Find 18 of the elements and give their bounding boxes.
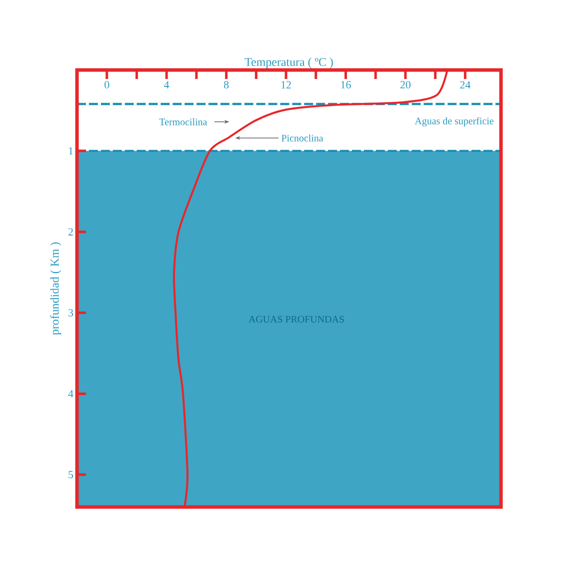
x-tick-label: 12 (282, 81, 291, 88)
x-tick-label: 4 (164, 81, 170, 88)
x-tick-label: 20 (400, 81, 411, 88)
x-tick-label: 16 (341, 81, 351, 88)
y-tick-label: 3 (68, 309, 74, 316)
y-axis-title: profundidad ( Km ) (50, 242, 62, 335)
annotation: Picnoclina (282, 134, 324, 142)
annotation: Aguas de superficie (414, 117, 494, 126)
annotation: Termocilina (159, 118, 208, 126)
x-tick-label: 24 (460, 81, 470, 88)
y-tick-label: 4 (68, 390, 74, 398)
x-tick-label: 8 (224, 81, 229, 88)
y-tick-label: 1 (68, 147, 73, 155)
annotation: AGUAS PROFUNDAS (248, 316, 344, 323)
x-tick-label: 0 (104, 81, 110, 88)
x-axis-title: Temperatura ( ºC ) (244, 58, 333, 68)
y-tick-label: 5 (68, 470, 74, 478)
y-tick-label: 2 (68, 228, 73, 236)
